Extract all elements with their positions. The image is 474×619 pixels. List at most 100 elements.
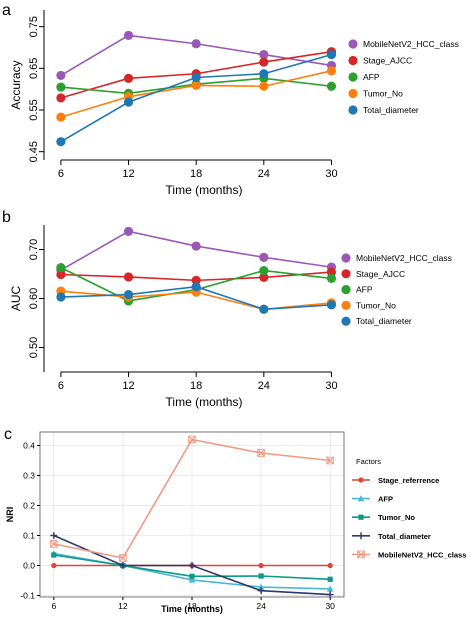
data-point xyxy=(257,449,265,457)
data-point xyxy=(123,226,134,236)
data-point xyxy=(357,550,365,559)
legend-label: AFP xyxy=(356,285,373,295)
panel-letter: b xyxy=(2,209,11,226)
data-point-box xyxy=(50,540,58,548)
data-point xyxy=(188,562,196,569)
data-point xyxy=(258,562,264,569)
series-MobileNetV2_HCC_class xyxy=(49,435,335,562)
y-tick-label: 0.55 xyxy=(28,99,40,120)
panel-letter: a xyxy=(2,2,11,19)
data-point xyxy=(259,304,269,314)
data-point xyxy=(191,72,201,83)
data-point-box xyxy=(188,435,196,444)
data-point xyxy=(259,49,269,60)
y-tick-label: 0.4 xyxy=(23,441,35,451)
x-tick-label: 18 xyxy=(190,380,202,392)
legend-label: AFP xyxy=(363,72,380,82)
data-point xyxy=(51,552,57,558)
data-point xyxy=(326,300,337,310)
data-point xyxy=(119,554,127,562)
data-point xyxy=(50,532,58,539)
series-line xyxy=(60,230,332,271)
x-tick-label: 6 xyxy=(58,168,64,180)
data-point xyxy=(191,80,201,91)
y-tick-label: 0.0 xyxy=(23,561,35,571)
series-Total_diameter xyxy=(56,49,337,147)
data-point xyxy=(358,477,364,483)
x-axis-title: Time (months) xyxy=(166,183,243,197)
data-point xyxy=(56,137,66,147)
data-point xyxy=(259,265,269,276)
legend-marker xyxy=(341,269,351,279)
series-Stage_AJCC xyxy=(56,267,337,285)
data-point-box xyxy=(326,456,334,465)
y-tick-label: 0.75 xyxy=(28,16,40,37)
x-tick-label: 24 xyxy=(256,601,266,611)
data-point xyxy=(56,263,66,273)
data-point xyxy=(188,435,196,444)
panel-a-accuracy-chart: a 6 12 18 24 30 0.45 0.55 0.65 0.75 Time (months) A… xyxy=(2,2,459,197)
data-point xyxy=(259,252,269,262)
x-tick-label: 12 xyxy=(122,380,134,392)
data-point xyxy=(326,273,337,284)
data-point xyxy=(358,514,364,520)
data-point xyxy=(326,267,337,277)
data-point xyxy=(326,49,337,60)
y-axis-title: Accuracy xyxy=(9,60,23,109)
data-point xyxy=(56,292,66,302)
y-tick-label: 0.65 xyxy=(28,58,40,79)
legend-label: MobileNetV2_HCC_class xyxy=(356,253,452,263)
data-point xyxy=(123,73,134,83)
legend-label: Total_diameter xyxy=(356,316,412,326)
y-tick-label: 0.1 xyxy=(23,531,35,541)
x-tick-label: 24 xyxy=(258,168,270,180)
legend-label: AFP xyxy=(378,495,393,504)
y-axis-title: NRI xyxy=(5,507,15,523)
legend-marker xyxy=(348,105,358,115)
data-point xyxy=(123,272,134,282)
x-tick-label: 18 xyxy=(187,601,197,611)
data-point xyxy=(258,573,264,579)
data-point xyxy=(327,562,333,569)
data-point xyxy=(326,585,334,592)
data-point xyxy=(189,573,195,579)
legend-label: MobileNetV2_HCC_class xyxy=(378,550,466,559)
data-point xyxy=(191,275,201,285)
legend-label: Stage_AJCC xyxy=(356,269,405,279)
y-tick-label: 0.50 xyxy=(28,337,40,358)
x-axis-title: Time (months) xyxy=(166,395,243,409)
data-point xyxy=(188,576,196,583)
legend-marker xyxy=(348,88,358,99)
legend-marker xyxy=(348,55,358,66)
data-point xyxy=(56,82,66,92)
x-tick-label: 30 xyxy=(325,168,337,180)
legend-label: Tumor_No xyxy=(378,513,415,522)
data-point xyxy=(123,30,134,41)
series-MobileNetV2_HCC_class xyxy=(56,226,337,275)
panel-b-auc-chart: b 6 12 18 24 30 0.50 0.60 0.70 Time (months) AUC Mo… xyxy=(2,209,452,409)
legend-label: Tumor_No xyxy=(363,89,403,99)
data-point xyxy=(56,93,66,103)
legend-label: MobileNetV2_HCC_class xyxy=(363,39,459,49)
data-point xyxy=(326,591,334,598)
data-point xyxy=(191,282,201,292)
x-tick-label: 30 xyxy=(325,601,335,611)
y-tick-label: 0.70 xyxy=(28,239,40,260)
series-Total_diameter xyxy=(56,282,337,314)
data-point xyxy=(191,39,201,49)
y-axis-title: AUC xyxy=(9,286,23,312)
legend-label: Stage_referrence xyxy=(378,476,439,485)
x-tick-label: 12 xyxy=(122,168,134,180)
data-point xyxy=(56,269,66,280)
legend-marker xyxy=(348,39,358,49)
data-point xyxy=(191,241,201,251)
x-tick-label: 24 xyxy=(258,380,270,392)
data-point xyxy=(259,272,269,283)
data-point xyxy=(56,112,66,122)
data-point xyxy=(357,495,365,502)
y-tick-label: 0.2 xyxy=(23,501,35,511)
data-point xyxy=(259,69,269,79)
data-point xyxy=(51,562,57,569)
data-point xyxy=(123,97,134,107)
x-tick-label: 30 xyxy=(325,380,337,392)
